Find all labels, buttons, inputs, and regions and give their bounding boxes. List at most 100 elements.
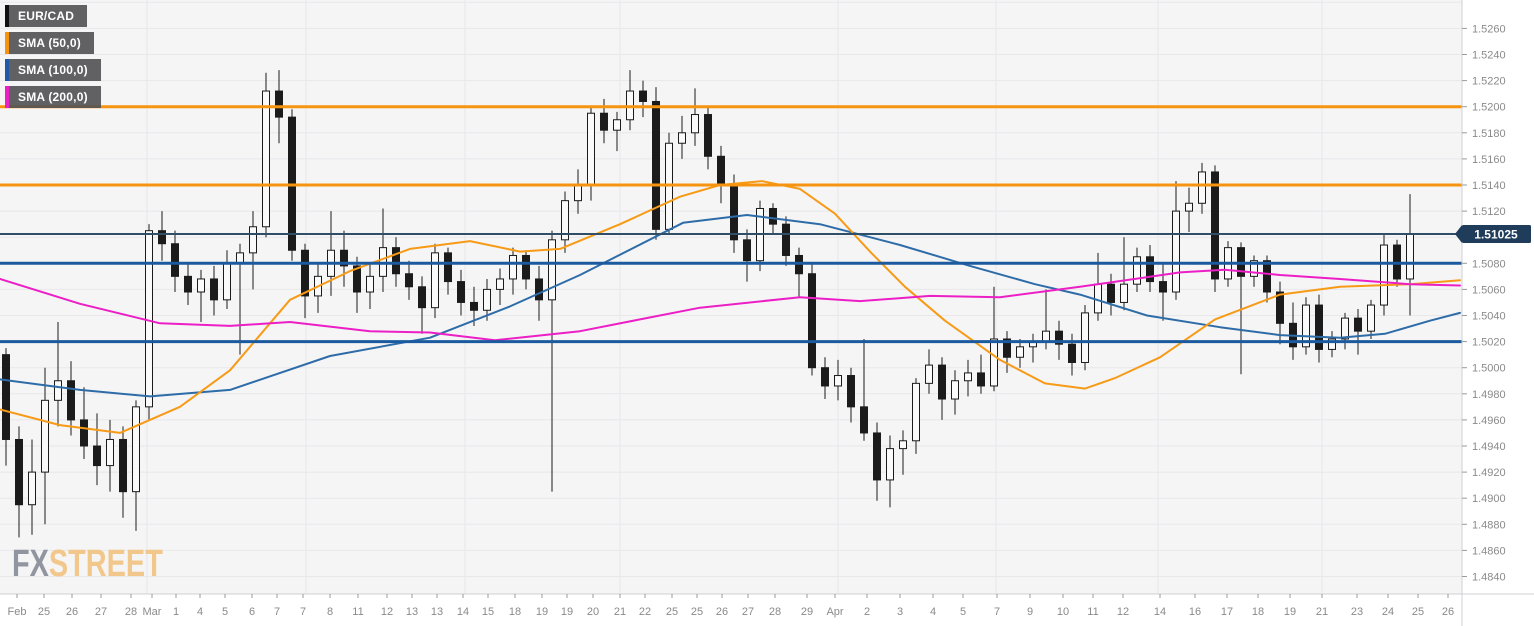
candle <box>262 72 270 238</box>
date-tick-label: 11 <box>1087 606 1098 618</box>
candle <box>353 256 361 313</box>
candle-body-up <box>28 471 36 506</box>
candle <box>1107 273 1115 316</box>
candle-body-up <box>496 278 504 290</box>
candle <box>496 268 504 306</box>
candle-body-up <box>431 252 439 309</box>
price-tick-label: 1.4880 <box>1472 519 1506 531</box>
candle-body-up <box>1016 346 1024 358</box>
candle-body-up <box>223 262 231 301</box>
symbol-color-bar <box>5 5 9 27</box>
candle-body-up <box>1198 171 1206 204</box>
candle <box>158 211 166 261</box>
candle-body-down <box>873 432 881 481</box>
candle <box>873 422 881 501</box>
candle-body-up <box>548 239 556 301</box>
candle-body-up <box>483 288 491 311</box>
candle-body-down <box>301 249 309 297</box>
candle-body-down <box>1315 304 1323 350</box>
date-tick-label: 18 <box>509 606 521 618</box>
date-tick-label: 25 <box>38 606 50 618</box>
date-tick-label: 4 <box>197 606 203 618</box>
candle-body-up <box>925 364 933 384</box>
candle-body-down <box>1055 330 1063 345</box>
candle-body-up <box>197 278 205 293</box>
date-tick-label: 27 <box>95 606 107 618</box>
candle-body-down <box>782 223 790 256</box>
price-tick-label: 1.5260 <box>1472 23 1506 35</box>
candle-body-up <box>951 380 959 400</box>
candle <box>249 211 257 290</box>
candle-body-down <box>730 184 738 241</box>
candle <box>184 263 192 306</box>
date-tick-label: 28 <box>769 606 781 618</box>
candle-body-down <box>769 207 777 225</box>
candle <box>756 200 764 272</box>
candle-body-up <box>1302 304 1310 348</box>
candle <box>1146 245 1154 293</box>
date-tick-label: Feb <box>8 606 27 618</box>
sma50-label: SMA (50,0) <box>18 36 81 50</box>
time-axis-background[interactable] <box>0 594 1534 626</box>
date-tick-label: 27 <box>742 606 754 618</box>
sma100-label: SMA (100,0) <box>18 63 88 77</box>
sma100-chip[interactable]: SMA (100,0) <box>5 59 101 81</box>
candle <box>834 359 842 401</box>
candle <box>1081 305 1089 371</box>
candle-body-up <box>587 112 595 186</box>
sma200-line <box>0 268 1461 342</box>
candle <box>93 413 101 486</box>
date-tick-label: 20 <box>587 606 599 618</box>
candle-body-down <box>1159 281 1167 293</box>
price-tick-label: 1.4920 <box>1472 467 1506 479</box>
sma50-chip[interactable]: SMA (50,0) <box>5 32 94 54</box>
candle-body-down <box>158 230 166 245</box>
date-tick-label: 12 <box>1117 606 1129 618</box>
candle <box>431 243 439 319</box>
candle-body-down <box>93 445 101 467</box>
candle-body-up <box>834 375 842 387</box>
candle <box>1315 294 1323 363</box>
candle-body-up <box>561 200 569 241</box>
candle-body-up <box>1380 244 1388 306</box>
candle <box>652 87 660 240</box>
date-tick-label: 7 <box>994 606 1000 618</box>
price-tick-label: 1.5240 <box>1472 50 1506 62</box>
candle-body-down <box>2 354 10 440</box>
sma200-label: SMA (200,0) <box>18 90 88 104</box>
sma200-chip[interactable]: SMA (200,0) <box>5 86 101 108</box>
date-tick-label: Apr <box>826 606 843 618</box>
candle-body-down <box>1211 171 1219 280</box>
candle <box>405 260 413 300</box>
current-price-badge: 1.51025 <box>1455 224 1531 243</box>
candle-body-up <box>132 406 140 493</box>
candle <box>509 247 517 295</box>
candle <box>704 106 712 170</box>
date-tick-label: 26 <box>716 606 728 618</box>
badge-price-text: 1.51025 <box>1474 227 1518 241</box>
date-tick-label: 11 <box>352 606 363 618</box>
candle <box>678 115 686 159</box>
candle <box>483 278 491 321</box>
candle <box>15 426 23 538</box>
date-tick-label: 15 <box>482 606 494 618</box>
candle <box>1302 297 1310 355</box>
candle <box>1198 162 1206 214</box>
date-tick-label: 19 <box>1284 606 1296 618</box>
candle-body-up <box>899 440 907 450</box>
price-axis-background[interactable] <box>1462 0 1534 626</box>
candle-body-down <box>821 367 829 387</box>
candle <box>639 80 647 118</box>
candle <box>548 230 556 492</box>
date-tick-label: 21 <box>1316 606 1328 618</box>
candle-body-up <box>262 90 270 228</box>
candle <box>1354 308 1362 355</box>
candle <box>366 263 374 309</box>
candle <box>1016 338 1024 368</box>
price-tick-label: 1.5140 <box>1472 180 1506 192</box>
date-tick-label: 2 <box>864 606 870 618</box>
date-tick-label: Mar <box>143 606 162 618</box>
symbol-chip[interactable]: EUR/CAD <box>5 5 88 27</box>
